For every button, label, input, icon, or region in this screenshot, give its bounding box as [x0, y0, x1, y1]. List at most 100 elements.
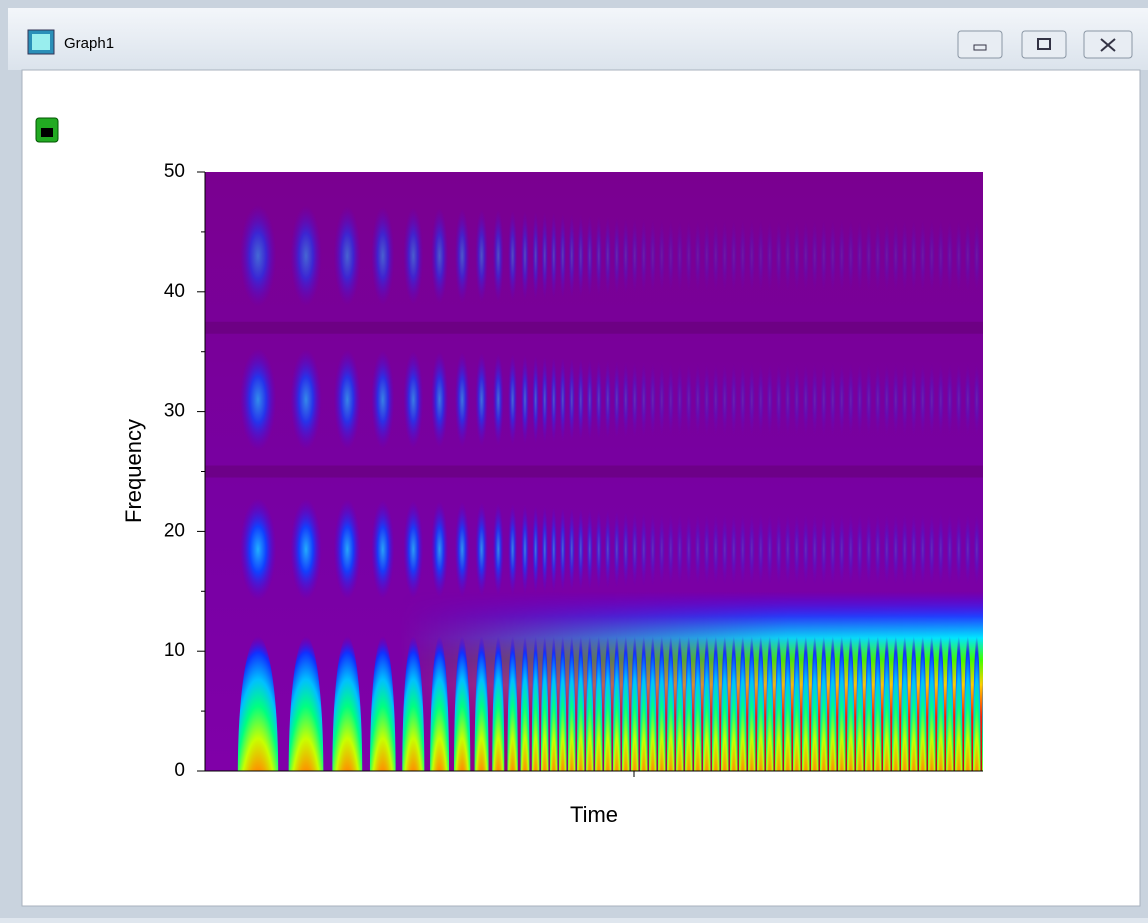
heatmap-blob — [685, 513, 693, 586]
heatmap-blob — [658, 513, 666, 586]
heatmap-blob — [492, 503, 504, 596]
heatmap-blob — [883, 363, 891, 436]
heatmap-blob — [892, 513, 900, 586]
heatmap-column — [864, 636, 873, 771]
heatmap-blob — [883, 220, 891, 292]
heatmap-blob — [712, 363, 720, 436]
heatmap-blob — [874, 513, 882, 586]
heatmap-blob — [559, 213, 567, 299]
heatmap-blob — [685, 220, 693, 292]
heatmap-blob — [874, 363, 882, 436]
heatmap-column — [972, 636, 981, 771]
heatmap-blob — [766, 363, 774, 436]
maximize-button[interactable] — [1021, 30, 1067, 59]
heatmap-column — [819, 636, 828, 771]
heatmap-column — [711, 636, 720, 771]
heatmap-blob — [290, 349, 322, 450]
heatmap-column — [332, 636, 363, 771]
heatmap-blob — [568, 357, 576, 442]
heatmap-blob — [676, 363, 684, 436]
heatmap-column — [918, 636, 927, 771]
heatmap-blob — [739, 220, 747, 292]
heatmap-blob — [703, 220, 711, 292]
heatmap-blob — [475, 502, 488, 597]
heatmap-column — [684, 636, 693, 771]
heatmap-blob — [640, 512, 648, 587]
minimize-icon — [973, 44, 987, 51]
heatmap-blob — [520, 354, 529, 445]
heatmap-column — [882, 636, 891, 771]
heatmap-blob — [475, 209, 488, 303]
heatmap-column — [936, 636, 945, 771]
heatmap-blob — [454, 502, 470, 597]
heatmap-blob — [892, 363, 900, 436]
heatmap-blob — [955, 220, 963, 292]
heatmap-blob — [333, 206, 361, 306]
heatmap-blob — [622, 361, 630, 438]
heatmap-blob — [520, 211, 529, 301]
heatmap-blob — [856, 220, 864, 292]
heatmap-column — [430, 636, 450, 771]
heatmap-column — [540, 636, 549, 771]
heatmap-blob — [658, 220, 666, 292]
heatmap-blob — [431, 501, 449, 598]
heatmap-blob — [982, 378, 983, 421]
heatmap-blob — [333, 499, 361, 600]
heatmap-blob — [982, 528, 983, 571]
heatmap-column — [855, 636, 864, 771]
heatmap-column — [567, 636, 576, 771]
heatmap-blob — [802, 220, 810, 292]
heatmap-column — [492, 636, 505, 771]
heatmap-blob — [739, 513, 747, 586]
heatmap-column — [402, 636, 425, 771]
heatmap-blob — [910, 363, 918, 436]
heatmap-column — [963, 636, 972, 771]
y-tick-label: 50 — [164, 161, 185, 182]
heatmap-blob — [541, 356, 549, 444]
heatmap-blob — [973, 513, 981, 586]
heatmap-blob — [685, 363, 693, 436]
heatmap-blob — [595, 359, 603, 440]
heatmap-blob — [901, 220, 909, 292]
heatmap-blob — [454, 352, 470, 447]
heatmap-column — [693, 636, 702, 771]
heatmap-blob — [507, 503, 518, 595]
heatmap-blob — [820, 220, 828, 292]
heatmap-blob — [928, 220, 936, 292]
heatmap-blob — [622, 217, 630, 294]
heatmap-blob — [613, 510, 621, 589]
heatmap-blob — [829, 220, 837, 292]
heatmap-blob — [784, 363, 792, 436]
heatmap-column — [594, 636, 603, 771]
heatmap-blob — [784, 513, 792, 586]
heatmap-blob — [721, 220, 729, 292]
heatmap-column — [612, 636, 621, 771]
heatmap-column — [520, 636, 530, 771]
heatmap-blob — [982, 234, 983, 277]
heatmap-blob — [928, 513, 936, 586]
heatmap-column — [453, 636, 471, 771]
heatmap-blob — [793, 220, 801, 292]
heatmap-blob — [649, 363, 657, 436]
heatmap-blob — [901, 363, 909, 436]
heatmap-blob — [577, 214, 585, 297]
heatmap-blob — [492, 353, 504, 446]
heatmap-blob — [730, 220, 738, 292]
heatmap-blob — [910, 220, 918, 292]
heatmap-column — [666, 636, 675, 771]
heatmap-blob — [919, 513, 927, 586]
heatmap-column — [474, 636, 489, 771]
lock-body — [41, 128, 53, 137]
heatmap-blob — [757, 363, 765, 436]
heatmap-blob — [757, 513, 765, 586]
heatmap-blob — [802, 363, 810, 436]
heatmap-blob — [820, 513, 828, 586]
heatmap-blob — [604, 216, 612, 296]
heatmap-blob — [568, 507, 576, 592]
heatmap-column — [891, 636, 900, 771]
heatmap-blob — [946, 513, 954, 586]
heatmap-blob — [290, 499, 322, 600]
heatmap-blob — [532, 505, 540, 594]
heatmap-blob — [865, 513, 873, 586]
heatmap-blob — [829, 513, 837, 586]
